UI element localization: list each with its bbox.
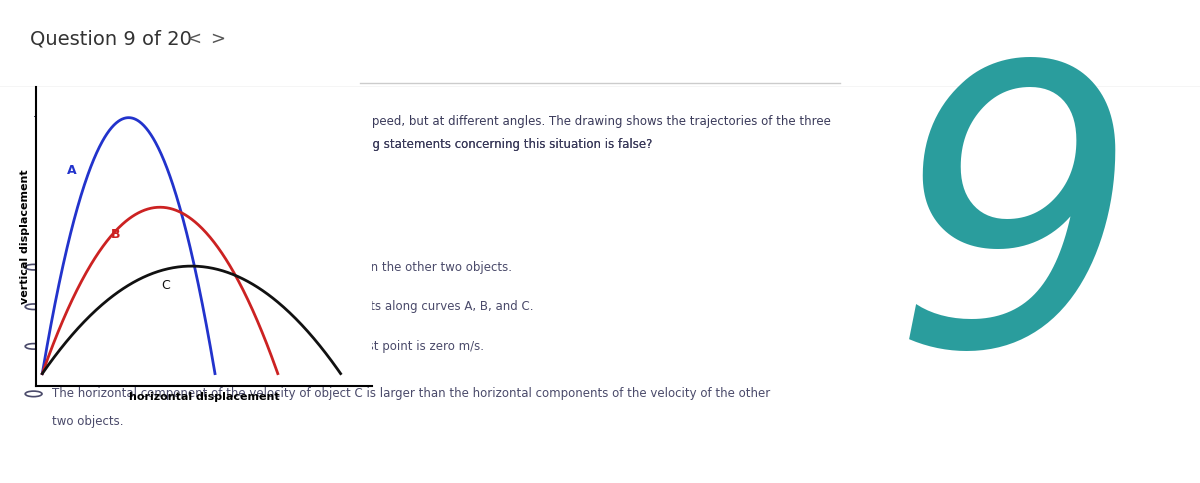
Text: <: < xyxy=(186,30,202,48)
Text: 9: 9 xyxy=(892,49,1139,426)
Text: The magnitude of the velocity of object A at its highest point is zero m/s.: The magnitude of the velocity of object … xyxy=(52,340,484,353)
X-axis label: horizontal displacement: horizontal displacement xyxy=(128,392,280,402)
Text: B: B xyxy=(112,228,121,241)
Text: A: A xyxy=(67,164,77,177)
Text: Three objects are fired into the air with the same initial speed, but at differe: Three objects are fired into the air wit… xyxy=(34,114,830,128)
Text: The horizontal component of the velocity of object C is larger than the horizont: The horizontal component of the velocity… xyxy=(52,387,770,400)
Text: two objects.: two objects. xyxy=(52,415,124,428)
Y-axis label: vertical displacement: vertical displacement xyxy=(20,170,30,304)
Text: Question 9 of 20: Question 9 of 20 xyxy=(30,29,192,49)
Text: Object B takes longer to return to its initial height than the other two objects: Object B takes longer to return to its i… xyxy=(52,261,511,274)
Text: C: C xyxy=(162,279,170,292)
Text: projectiles,labeled A, B, and C.  Which one of the following statements concerni: projectiles,labeled A, B, and C. Which o… xyxy=(34,139,652,152)
Text: >: > xyxy=(210,30,226,48)
Text: projectiles,labeled A, B, and C.  Which one of the following statements concerni: projectiles,labeled A, B, and C. Which o… xyxy=(34,139,652,152)
Text: The acceleration of the objects is the same at all points along curves A, B, and: The acceleration of the objects is the s… xyxy=(52,300,533,313)
